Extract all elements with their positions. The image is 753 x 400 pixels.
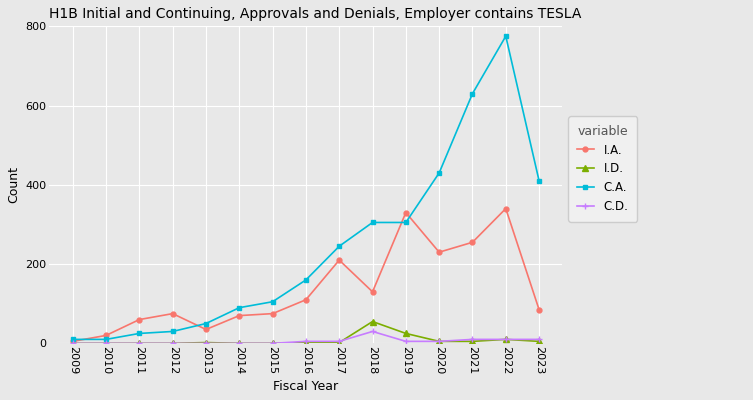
I.A.: [202, 327, 211, 332]
Line: I.D.: I.D.: [69, 318, 542, 346]
I.D.: [235, 341, 244, 346]
C.A.: [168, 329, 177, 334]
I.A.: [301, 297, 310, 302]
C.D.: [168, 341, 177, 346]
I.D.: [535, 339, 544, 344]
C.D.: [434, 339, 444, 344]
C.D.: [334, 339, 343, 344]
C.D.: [235, 341, 244, 346]
C.D.: [368, 329, 377, 334]
I.D.: [168, 341, 177, 346]
C.D.: [535, 337, 544, 342]
Line: C.A.: C.A.: [70, 34, 541, 342]
C.A.: [301, 278, 310, 282]
C.D.: [301, 339, 310, 344]
C.A.: [501, 34, 511, 38]
I.D.: [334, 340, 343, 345]
C.D.: [69, 341, 78, 346]
I.A.: [135, 317, 144, 322]
I.D.: [368, 319, 377, 324]
C.A.: [69, 337, 78, 342]
I.D.: [69, 341, 78, 346]
C.D.: [102, 341, 111, 346]
I.A.: [401, 210, 410, 215]
Y-axis label: Count: Count: [7, 166, 20, 203]
C.A.: [135, 331, 144, 336]
C.A.: [268, 299, 277, 304]
I.A.: [535, 307, 544, 312]
I.D.: [434, 339, 444, 344]
C.A.: [434, 170, 444, 175]
C.A.: [401, 220, 410, 225]
I.A.: [102, 333, 111, 338]
C.A.: [202, 321, 211, 326]
I.A.: [368, 290, 377, 294]
Legend: I.A., I.D., C.A., C.D.: I.A., I.D., C.A., C.D.: [569, 116, 637, 222]
I.D.: [501, 337, 511, 342]
I.A.: [69, 339, 78, 344]
C.A.: [535, 178, 544, 183]
C.A.: [102, 337, 111, 342]
I.A.: [468, 240, 477, 245]
I.D.: [301, 340, 310, 345]
C.D.: [401, 339, 410, 344]
I.D.: [468, 339, 477, 344]
I.A.: [434, 250, 444, 254]
I.D.: [202, 340, 211, 345]
I.D.: [102, 341, 111, 346]
I.D.: [135, 341, 144, 346]
C.A.: [235, 305, 244, 310]
C.D.: [135, 341, 144, 346]
I.A.: [501, 206, 511, 211]
I.D.: [268, 341, 277, 346]
Line: C.D.: C.D.: [69, 328, 543, 347]
C.A.: [334, 244, 343, 249]
X-axis label: Fiscal Year: Fiscal Year: [273, 380, 338, 393]
I.A.: [235, 313, 244, 318]
C.D.: [268, 341, 277, 346]
C.A.: [468, 91, 477, 96]
I.A.: [268, 311, 277, 316]
I.A.: [334, 258, 343, 262]
C.D.: [501, 337, 511, 342]
C.A.: [368, 220, 377, 225]
C.D.: [202, 341, 211, 346]
Line: I.A.: I.A.: [70, 206, 541, 344]
Text: H1B Initial and Continuing, Approvals and Denials, Employer contains TESLA: H1B Initial and Continuing, Approvals an…: [50, 7, 582, 21]
I.D.: [401, 331, 410, 336]
I.A.: [168, 311, 177, 316]
C.D.: [468, 337, 477, 342]
